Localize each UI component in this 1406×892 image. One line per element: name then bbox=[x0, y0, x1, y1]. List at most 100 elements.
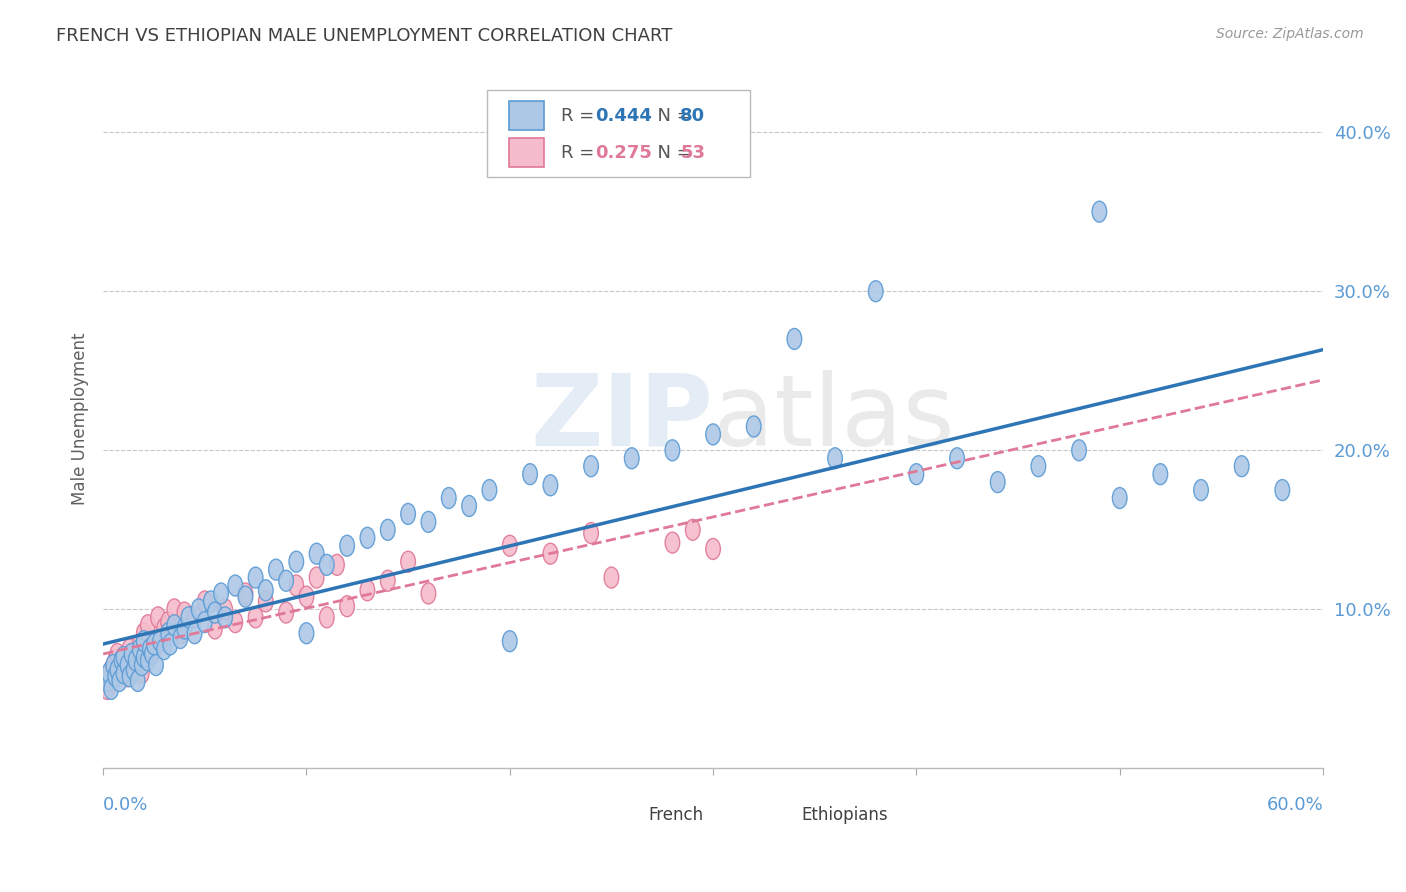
Ellipse shape bbox=[132, 634, 148, 655]
Ellipse shape bbox=[441, 488, 456, 508]
Ellipse shape bbox=[149, 655, 163, 675]
Ellipse shape bbox=[381, 570, 395, 591]
Ellipse shape bbox=[218, 599, 232, 620]
Ellipse shape bbox=[422, 583, 436, 604]
Ellipse shape bbox=[583, 523, 599, 543]
FancyBboxPatch shape bbox=[509, 101, 544, 130]
Ellipse shape bbox=[124, 643, 139, 665]
Text: Source: ZipAtlas.com: Source: ZipAtlas.com bbox=[1216, 27, 1364, 41]
Ellipse shape bbox=[381, 519, 395, 541]
Ellipse shape bbox=[706, 424, 720, 445]
Ellipse shape bbox=[309, 543, 323, 565]
Ellipse shape bbox=[142, 639, 157, 660]
Ellipse shape bbox=[141, 615, 155, 636]
Ellipse shape bbox=[624, 448, 640, 469]
Ellipse shape bbox=[360, 527, 375, 549]
Ellipse shape bbox=[160, 623, 176, 644]
Ellipse shape bbox=[228, 575, 243, 596]
Ellipse shape bbox=[132, 639, 148, 660]
Ellipse shape bbox=[187, 623, 202, 644]
Ellipse shape bbox=[101, 663, 117, 683]
Ellipse shape bbox=[197, 591, 212, 612]
Ellipse shape bbox=[204, 591, 218, 612]
Ellipse shape bbox=[100, 671, 114, 691]
Ellipse shape bbox=[269, 559, 283, 580]
Ellipse shape bbox=[1092, 202, 1107, 222]
Text: 53: 53 bbox=[681, 144, 706, 161]
Ellipse shape bbox=[191, 599, 207, 620]
Ellipse shape bbox=[122, 665, 136, 687]
Ellipse shape bbox=[1071, 440, 1087, 461]
Ellipse shape bbox=[117, 655, 131, 675]
Ellipse shape bbox=[208, 618, 222, 639]
Ellipse shape bbox=[828, 448, 842, 469]
Ellipse shape bbox=[139, 643, 153, 665]
Text: 0.0%: 0.0% bbox=[103, 797, 149, 814]
Ellipse shape bbox=[112, 663, 127, 683]
Ellipse shape bbox=[1153, 464, 1167, 484]
Ellipse shape bbox=[1031, 456, 1046, 476]
FancyBboxPatch shape bbox=[488, 89, 749, 177]
Ellipse shape bbox=[110, 643, 125, 665]
Ellipse shape bbox=[124, 659, 139, 681]
Ellipse shape bbox=[290, 575, 304, 596]
Ellipse shape bbox=[157, 639, 172, 660]
Ellipse shape bbox=[747, 416, 761, 437]
Ellipse shape bbox=[340, 596, 354, 616]
Text: N =: N = bbox=[645, 107, 697, 125]
Ellipse shape bbox=[122, 639, 136, 660]
Ellipse shape bbox=[1112, 488, 1128, 508]
Text: N =: N = bbox=[645, 144, 697, 161]
Text: Ethiopians: Ethiopians bbox=[801, 806, 887, 824]
FancyBboxPatch shape bbox=[603, 805, 640, 826]
Ellipse shape bbox=[112, 671, 127, 691]
Ellipse shape bbox=[114, 649, 129, 671]
Ellipse shape bbox=[181, 607, 195, 628]
Ellipse shape bbox=[104, 679, 118, 699]
Ellipse shape bbox=[278, 602, 294, 624]
Ellipse shape bbox=[1275, 480, 1289, 500]
Ellipse shape bbox=[160, 612, 176, 632]
Ellipse shape bbox=[319, 607, 335, 628]
Ellipse shape bbox=[1194, 480, 1208, 500]
Text: 0.275: 0.275 bbox=[595, 144, 651, 161]
Ellipse shape bbox=[278, 570, 294, 591]
Ellipse shape bbox=[290, 551, 304, 572]
Ellipse shape bbox=[173, 627, 188, 648]
Ellipse shape bbox=[787, 328, 801, 350]
Ellipse shape bbox=[150, 607, 166, 628]
Ellipse shape bbox=[502, 535, 517, 557]
Ellipse shape bbox=[110, 659, 125, 681]
Ellipse shape bbox=[146, 639, 162, 660]
Ellipse shape bbox=[360, 580, 375, 601]
Ellipse shape bbox=[120, 665, 135, 687]
Ellipse shape bbox=[605, 567, 619, 588]
Ellipse shape bbox=[105, 671, 121, 691]
Ellipse shape bbox=[228, 612, 243, 632]
FancyBboxPatch shape bbox=[509, 138, 544, 167]
Ellipse shape bbox=[706, 539, 720, 559]
Ellipse shape bbox=[214, 583, 228, 604]
Ellipse shape bbox=[299, 623, 314, 644]
Ellipse shape bbox=[990, 472, 1005, 492]
Ellipse shape bbox=[422, 511, 436, 533]
Ellipse shape bbox=[502, 631, 517, 652]
Ellipse shape bbox=[135, 663, 149, 683]
Ellipse shape bbox=[100, 679, 114, 699]
Ellipse shape bbox=[461, 495, 477, 516]
Text: R =: R = bbox=[561, 107, 599, 125]
Ellipse shape bbox=[249, 567, 263, 588]
Ellipse shape bbox=[127, 659, 141, 681]
Ellipse shape bbox=[583, 456, 599, 476]
Ellipse shape bbox=[197, 612, 212, 632]
Ellipse shape bbox=[319, 554, 335, 575]
Text: French: French bbox=[648, 806, 703, 824]
Ellipse shape bbox=[329, 554, 344, 575]
Ellipse shape bbox=[309, 567, 323, 588]
Text: 60.0%: 60.0% bbox=[1267, 797, 1323, 814]
Ellipse shape bbox=[401, 551, 415, 572]
Ellipse shape bbox=[117, 647, 131, 667]
Ellipse shape bbox=[167, 599, 181, 620]
Ellipse shape bbox=[482, 480, 496, 500]
Ellipse shape bbox=[105, 655, 121, 675]
